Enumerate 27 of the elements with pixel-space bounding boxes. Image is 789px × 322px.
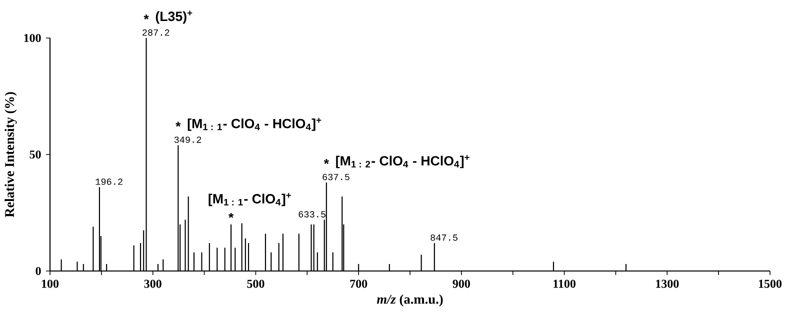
x-axis-title: m/z (a.m.u.) [376,294,443,306]
annotation: 349.2 [174,136,202,143]
annotation: * [228,212,234,218]
annotation: * [324,159,330,164]
x-tick-label: 1100 [554,280,576,288]
annotation: 637.5 [322,174,350,180]
annotation: 287.2 [142,29,170,36]
y-tick-label: 50 [30,150,41,159]
annotation: 847.5 [430,234,458,241]
annotation: [M$_{1 : 1}$- ClO$_{4}$]$^{+}$ [208,193,291,206]
annotation: (L35)$^{+}$ [156,10,192,24]
x-tick-label: 1300 [656,280,679,288]
annotation: * [176,122,181,127]
x-tick-label: 900 [452,280,470,288]
x-tick-label: 700 [350,280,368,288]
annotation: [M$_{1 : 1}$- ClO$_{4}$ - HClO$_{4}$]$^{+}$ [188,118,322,131]
x-tick-label: 500 [247,280,264,288]
x-tick-label: 1500 [758,280,782,288]
x-tick-label: 300 [144,280,162,288]
annotation: 633.5 [298,211,326,218]
y-tick-label: 100 [24,34,41,42]
x-tick-label: 100 [42,280,59,288]
annotation: * [144,14,149,20]
annotation: 196.2 [96,178,122,185]
annotation: [M$_{1 : 2}$- ClO$_{4}$ - HClO$_{4}$]$^{+}$ [336,155,470,168]
y-axis-title: Relative Intensity (%) [4,92,17,218]
y-tick-label: 0 [36,266,41,276]
